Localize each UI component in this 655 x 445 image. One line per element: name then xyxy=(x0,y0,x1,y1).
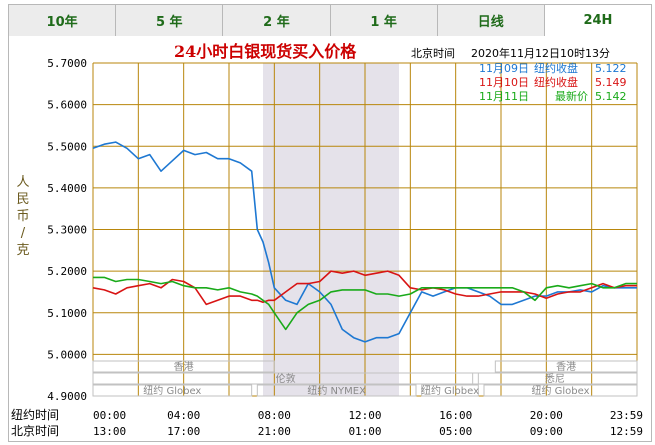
market-session-label: 纽约 NYMEX xyxy=(307,384,366,397)
legend-desc: 最新价 xyxy=(555,89,588,103)
tab-daily[interactable]: 日线 xyxy=(436,4,544,36)
grid-lines xyxy=(92,62,638,397)
y-axis-ticks: 5.7000 5.6000 5.5000 5.4000 5.3000 5.2000 5.10… xyxy=(47,57,87,403)
x-tick-label: 21:00 xyxy=(258,425,291,438)
x-axis-time-rows: 纽约时间 00:00 04:00 08:00 12:00 16:00 20:00 23:59 北… xyxy=(11,407,643,438)
y-tick-label: 5.1000 xyxy=(47,307,87,320)
market-session-bar xyxy=(421,384,479,397)
market-session-label: 香港 xyxy=(556,361,576,373)
y-tick-label: 5.2000 xyxy=(47,265,87,278)
y-tick-label: 5.3000 xyxy=(47,224,87,237)
datetime: 2020年11月12日10时13分 xyxy=(471,46,610,60)
price-chart: 5.7000 5.6000 5.5000 5.4000 5.3000 5.2000 5.10… xyxy=(11,42,643,438)
x-tick-label: 00:00 xyxy=(93,409,126,422)
market-session-label: 悉尼 xyxy=(545,373,565,385)
y-axis-label-char: 民 xyxy=(16,192,29,207)
series-line xyxy=(92,270,637,306)
x-tick-label: 05:00 xyxy=(439,425,472,438)
y-tick-label: 5.0000 xyxy=(47,348,87,361)
y-axis-label-char: 人 xyxy=(16,175,29,190)
chart-frame: 5.7000 5.6000 5.5000 5.4000 5.3000 5.2000 5.10… xyxy=(8,36,652,442)
market-session-bar xyxy=(472,372,638,385)
market-session-label: 香港 xyxy=(174,361,194,373)
x-tick-label: 04:00 xyxy=(167,409,200,422)
y-tick-label: 4.9000 xyxy=(47,390,87,403)
market-session-bar xyxy=(483,384,638,397)
x-tick-label: 12:59 xyxy=(610,425,643,438)
y-tick-label: 5.6000 xyxy=(47,99,87,112)
legend-item: 11月09日 纽约收盘 5.122 xyxy=(479,61,627,75)
market-session-bar xyxy=(92,360,275,373)
market-session-label: 纽约 Globex xyxy=(531,384,589,397)
tab-5y[interactable]: 5 年 xyxy=(115,4,223,36)
time-row-label: 北京时间 xyxy=(11,424,59,438)
market-session-label: 伦敦 xyxy=(276,372,296,385)
market-session-bar xyxy=(92,372,479,385)
x-tick-label: 09:00 xyxy=(530,425,563,438)
legend-date: 11月11日 xyxy=(479,90,529,103)
y-axis-label-char: / xyxy=(21,226,26,241)
market-session-bar xyxy=(494,360,638,373)
y-tick-label: 5.4000 xyxy=(47,182,87,195)
legend-item: 11月11日 最新价 5.142 xyxy=(479,89,627,103)
legend-date: 11月09日 xyxy=(479,62,529,75)
x-tick-label: 16:00 xyxy=(439,409,472,422)
period-tabs: 10年 5 年 2 年 1 年 日线 24H xyxy=(8,4,653,36)
time-label: 北京时间 xyxy=(411,46,455,60)
x-tick-label: 17:00 xyxy=(167,425,200,438)
legend-date: 11月10日 xyxy=(479,76,529,89)
y-tick-label: 5.7000 xyxy=(47,57,87,70)
y-axis-label: 人民币 / 克 xyxy=(16,175,29,258)
tab-24h[interactable]: 24H xyxy=(543,4,653,36)
x-tick-label: 23:59 xyxy=(610,409,643,422)
legend-item: 11月10日 纽约收盘 5.149 xyxy=(479,75,627,89)
market-session-bar xyxy=(256,384,417,397)
market-session-label: 纽约 Globex xyxy=(143,384,201,397)
legend-value: 5.149 xyxy=(595,76,627,89)
legend-desc: 纽约收盘 xyxy=(534,75,578,89)
x-tick-label: 01:00 xyxy=(348,425,381,438)
tab-1y[interactable]: 1 年 xyxy=(329,4,437,36)
x-tick-label: 08:00 xyxy=(258,409,291,422)
time-row-label: 纽约时间 xyxy=(11,407,59,422)
tab-10y[interactable]: 10年 xyxy=(8,4,116,36)
tab-2y[interactable]: 2 年 xyxy=(222,4,330,36)
market-session-bar xyxy=(92,384,253,397)
legend-desc: 纽约收盘 xyxy=(534,61,578,75)
y-axis-label-char: 克 xyxy=(16,243,29,258)
market-session-label: 纽约 Globex xyxy=(421,384,479,397)
series-layer xyxy=(92,141,637,343)
legend-value: 5.122 xyxy=(595,62,627,75)
chart-title: 24小时白银现货买入价格 xyxy=(174,42,357,61)
x-tick-label: 12:00 xyxy=(348,409,381,422)
legend-value: 5.142 xyxy=(595,90,627,103)
legend: 11月09日 纽约收盘 5.122 11月10日 纽约收盘 5.149 11月1… xyxy=(479,61,627,103)
y-tick-label: 5.5000 xyxy=(47,140,87,153)
series-line xyxy=(93,276,637,331)
x-tick-label: 13:00 xyxy=(93,425,126,438)
y-axis-label-char: 币 xyxy=(16,209,29,224)
x-tick-label: 20:00 xyxy=(530,409,563,422)
